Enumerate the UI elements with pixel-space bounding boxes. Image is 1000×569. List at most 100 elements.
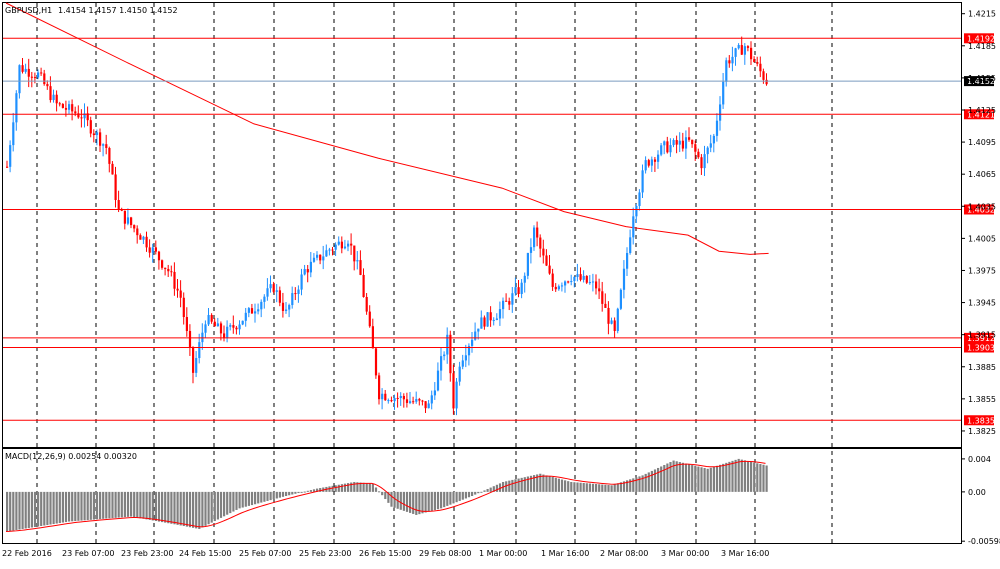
candle-body bbox=[514, 287, 517, 294]
candle-body bbox=[381, 393, 384, 400]
macd-histogram-bar bbox=[337, 484, 340, 492]
candle-body bbox=[353, 245, 356, 262]
candle-body bbox=[505, 300, 508, 302]
candle-body bbox=[384, 393, 387, 401]
macd-histogram-bar bbox=[291, 491, 294, 495]
macd-histogram-bar bbox=[731, 460, 734, 492]
candle-body bbox=[176, 288, 179, 291]
moving-average-line bbox=[5, 2, 769, 255]
macd-histogram-bar bbox=[99, 491, 102, 520]
macd-histogram-bar bbox=[241, 491, 244, 508]
candle-body bbox=[257, 309, 260, 312]
candle-body bbox=[347, 243, 350, 247]
macd-histogram-bar bbox=[161, 491, 164, 523]
candle-body bbox=[316, 254, 319, 258]
candle-body bbox=[210, 314, 213, 322]
macd-histogram-bar bbox=[412, 491, 415, 514]
macd-histogram-bar bbox=[43, 491, 46, 526]
candle-body bbox=[641, 170, 644, 193]
macd-histogram-bar bbox=[688, 464, 691, 492]
candle-body bbox=[198, 342, 201, 359]
macd-histogram-bar bbox=[114, 491, 117, 518]
macd-histogram-bar bbox=[80, 491, 83, 521]
macd-histogram-bar bbox=[244, 491, 247, 507]
macd-histogram-bar bbox=[610, 485, 613, 492]
candle-body bbox=[396, 397, 399, 399]
candle-body bbox=[278, 290, 281, 303]
macd-histogram-bar bbox=[514, 479, 517, 492]
candle-body bbox=[467, 345, 471, 356]
candle-body bbox=[238, 324, 241, 330]
macd-histogram-bar bbox=[371, 483, 374, 492]
macd-histogram-bar bbox=[430, 491, 433, 511]
candle-body bbox=[371, 326, 374, 349]
candle-body bbox=[15, 93, 18, 123]
candle-body bbox=[743, 46, 746, 55]
macd-histogram-bar bbox=[424, 491, 427, 513]
macd-histogram-bar bbox=[458, 491, 461, 501]
y-tick-label: 1.4125 bbox=[968, 106, 996, 115]
candle-body bbox=[43, 73, 46, 85]
candle-body bbox=[6, 166, 9, 168]
macd-histogram-bar bbox=[415, 491, 418, 515]
candle-body bbox=[412, 401, 415, 403]
macd-histogram-bar bbox=[86, 491, 89, 521]
candle-body bbox=[151, 247, 154, 253]
macd-histogram-bar bbox=[486, 488, 489, 492]
macd-histogram-bar bbox=[347, 483, 350, 492]
candle-body bbox=[681, 140, 684, 149]
macd-histogram-bar bbox=[461, 491, 464, 500]
macd-histogram-bar bbox=[151, 491, 154, 521]
macd-histogram-bar bbox=[719, 464, 722, 492]
macd-histogram-bar bbox=[64, 491, 68, 523]
candle-body bbox=[610, 320, 613, 324]
candle-body bbox=[619, 289, 622, 309]
candle-body bbox=[192, 347, 195, 373]
level-price-tag bbox=[964, 332, 994, 343]
candle-body bbox=[40, 72, 43, 74]
macd-histogram-bar bbox=[399, 491, 402, 510]
candle-body bbox=[89, 120, 92, 134]
macd-histogram-bar bbox=[52, 491, 55, 525]
candle-body bbox=[24, 68, 27, 72]
macd-histogram-bar bbox=[18, 491, 21, 530]
candle-body bbox=[539, 237, 542, 249]
macd-histogram-bar bbox=[334, 485, 337, 492]
macd-histogram-bar bbox=[340, 484, 343, 492]
candle-body bbox=[626, 253, 629, 269]
candle-body bbox=[418, 399, 421, 401]
macd-histogram-bar bbox=[436, 491, 440, 510]
candle-body bbox=[306, 269, 309, 273]
candle-body bbox=[99, 132, 102, 146]
candle-body bbox=[576, 274, 579, 278]
macd-histogram-bar bbox=[638, 476, 641, 492]
candle-body bbox=[68, 104, 71, 110]
macd-histogram-bar bbox=[653, 469, 657, 492]
candle-body bbox=[319, 254, 322, 261]
candle-body bbox=[195, 358, 198, 373]
macd-histogram-bar bbox=[24, 491, 27, 529]
level-price-tag bbox=[964, 109, 994, 120]
candle-body bbox=[130, 217, 133, 226]
macd-histogram-bar bbox=[669, 462, 672, 492]
level-price-label: 1.4121 bbox=[967, 110, 995, 119]
candle-body bbox=[343, 246, 347, 249]
candle-body bbox=[337, 241, 340, 245]
macd-histogram-bar bbox=[229, 491, 232, 514]
candle-body bbox=[55, 94, 58, 104]
candle-body bbox=[756, 61, 759, 64]
candle-body bbox=[52, 94, 55, 101]
macd-histogram-bar bbox=[595, 484, 598, 492]
candle-body bbox=[365, 296, 368, 312]
macd-histogram-bar bbox=[188, 491, 192, 528]
macd-histogram-bar bbox=[756, 463, 759, 492]
candle-body bbox=[669, 145, 672, 153]
macd-histogram-bar bbox=[319, 488, 322, 492]
candle-body bbox=[650, 159, 653, 166]
macd-histogram-bar bbox=[254, 491, 257, 505]
candle-body bbox=[545, 255, 548, 266]
candle-body bbox=[712, 135, 715, 144]
candle-body bbox=[660, 145, 663, 155]
candle-body bbox=[436, 370, 440, 391]
candle-body bbox=[272, 284, 275, 292]
